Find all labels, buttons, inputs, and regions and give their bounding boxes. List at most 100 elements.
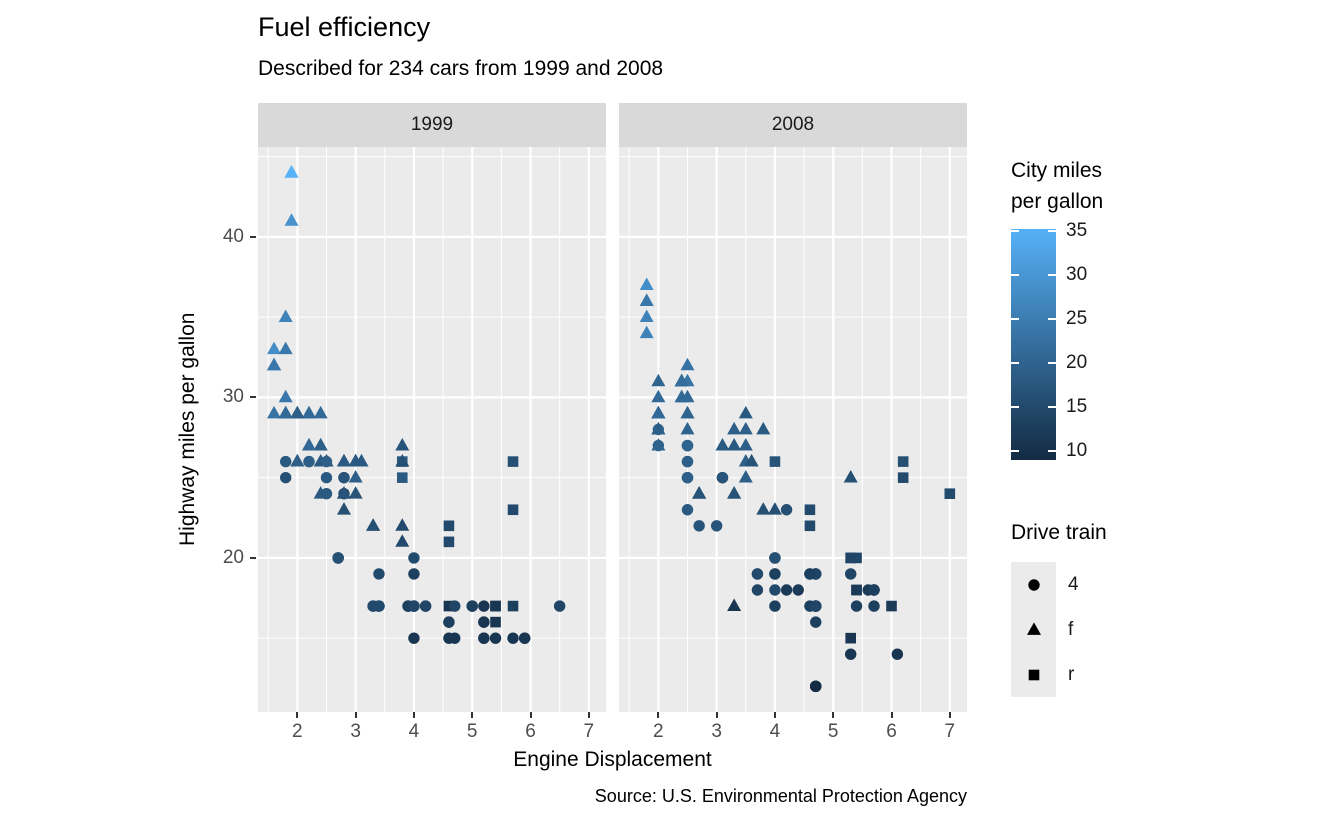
x-tick-label: 5: [827, 721, 839, 742]
x-axis-title: Engine Displacement: [513, 748, 712, 771]
y-tick-label: 20: [222, 546, 244, 568]
x-tick-mark: [412, 712, 415, 718]
colorbar-tick-mark: [1048, 450, 1056, 453]
data-point: [944, 488, 956, 500]
data-point: [681, 504, 694, 516]
x-tick-label: 3: [350, 721, 361, 742]
data-point: [408, 600, 420, 612]
shape-legend-label: r: [1068, 663, 1075, 685]
colorbar-tick-mark: [1011, 273, 1019, 276]
data-point: [395, 437, 410, 451]
y-tick-label: 30: [222, 386, 244, 408]
colorbar-tick-mark: [1011, 317, 1019, 320]
data-point: [727, 421, 742, 435]
data-point: [738, 405, 753, 419]
data-point: [710, 520, 723, 532]
data-point: [284, 213, 299, 226]
data-point: [692, 486, 707, 499]
x-tick-mark: [948, 712, 951, 718]
data-point: [348, 486, 363, 499]
source-caption: Source: U.S. Environmental Protection Ag…: [594, 786, 967, 806]
x-tick-mark: [773, 712, 776, 718]
data-point: [395, 534, 410, 547]
data-point: [681, 439, 694, 452]
data-point: [727, 437, 742, 451]
data-point: [449, 600, 461, 612]
data-point: [769, 456, 781, 467]
data-point: [716, 471, 729, 484]
data-point: [680, 421, 695, 435]
data-point: [443, 520, 455, 532]
data-point: [810, 680, 822, 693]
y-axis-title: Highway miles per gallon: [176, 312, 199, 546]
x-tick-mark: [587, 712, 590, 718]
data-point: [639, 309, 654, 323]
data-point: [366, 518, 381, 531]
data-point: [897, 456, 909, 467]
data-point: [302, 437, 317, 451]
plot-subtitle: Described for 234 cars from 1999 and 200…: [258, 57, 664, 80]
facet-strip-2008: 2008: [619, 103, 967, 147]
scatter-panel-2008: [619, 147, 967, 712]
data-point: [320, 471, 333, 484]
color-legend-gradient-bar: [1011, 229, 1056, 460]
data-point: [744, 454, 759, 467]
data-point: [507, 504, 519, 516]
y-tick-mark: [250, 556, 256, 559]
data-point: [290, 405, 305, 419]
data-point: [348, 454, 363, 467]
colorbar-tick-label: 25: [1066, 307, 1088, 329]
data-point: [408, 632, 420, 644]
data-point: [320, 488, 333, 500]
data-point: [792, 584, 804, 596]
data-point: [767, 502, 782, 515]
data-point: [804, 520, 816, 532]
data-point: [449, 632, 461, 644]
x-tick-mark: [471, 712, 474, 718]
data-point: [751, 568, 764, 580]
data-point: [336, 454, 351, 467]
x-tick-label: 4: [408, 721, 420, 742]
data-point: [267, 405, 282, 419]
data-point: [373, 600, 385, 612]
colorbar-tick-label: 30: [1066, 263, 1088, 285]
shape-legend-key-r: [1011, 652, 1056, 697]
data-point: [408, 568, 420, 580]
data-point: [651, 373, 666, 387]
data-point: [810, 616, 822, 628]
data-point: [490, 616, 501, 628]
data-point: [868, 584, 880, 596]
data-point: [651, 421, 666, 435]
circle-glyph-icon: [1027, 578, 1040, 591]
data-point: [738, 437, 753, 451]
page-title: Fuel efficiency: [258, 12, 431, 42]
data-point: [373, 568, 385, 580]
data-point: [651, 437, 666, 451]
x-tick-mark: [657, 712, 660, 718]
data-point: [850, 600, 863, 612]
data-point: [756, 421, 771, 435]
y-tick-mark: [250, 235, 256, 238]
data-point: [651, 389, 666, 403]
x-tick-mark: [529, 712, 532, 718]
data-point: [651, 405, 666, 419]
data-point: [769, 584, 781, 596]
x-tick-label: 2: [292, 721, 303, 742]
x-tick-label: 2: [653, 721, 664, 742]
data-point: [886, 600, 897, 612]
data-point: [478, 632, 490, 644]
data-point: [278, 405, 293, 419]
data-point: [336, 502, 351, 515]
data-point: [419, 600, 432, 612]
data-point: [443, 536, 455, 548]
data-point: [738, 421, 753, 435]
data-point: [693, 520, 705, 532]
data-point: [284, 165, 299, 178]
data-point: [845, 552, 857, 564]
data-point: [290, 454, 305, 467]
data-point: [507, 600, 519, 612]
data-point: [267, 341, 282, 355]
data-point: [507, 632, 519, 644]
colorbar-tick-mark: [1011, 229, 1019, 232]
